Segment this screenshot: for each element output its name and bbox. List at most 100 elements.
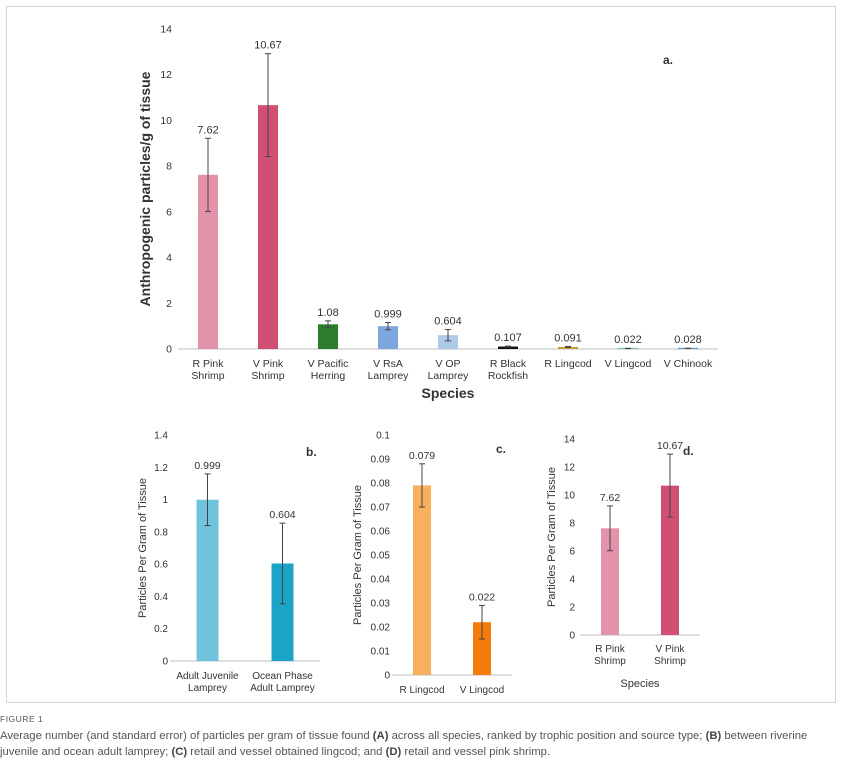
category-label: R Pink (595, 644, 625, 655)
figure-caption: FIGURE 1 Average number (and standard er… (0, 714, 838, 760)
y-tick-label: 0.1 (376, 431, 390, 442)
y-tick-label: 1 (162, 495, 168, 506)
caption-text-part: retail and vessel pink shrimp. (401, 746, 551, 758)
y-tick-label: 0.09 (371, 455, 391, 466)
category-label: V Pink (656, 644, 686, 655)
data-label: 0.999 (374, 309, 402, 321)
y-tick-label: 0.03 (371, 599, 391, 610)
category-label: V Lingcod (605, 358, 652, 370)
data-label: 10.67 (254, 40, 282, 52)
y-tick-label: 0.04 (371, 575, 391, 586)
panel-label: d. (683, 444, 694, 458)
panel-label: a. (663, 53, 673, 67)
caption-mark-a: (A) (372, 730, 389, 742)
y-tick-label: 0 (162, 657, 168, 668)
data-label: 10.67 (657, 440, 683, 452)
bar (196, 499, 219, 661)
x-axis-title: Species (620, 678, 660, 690)
category-label: V OP (435, 358, 460, 370)
y-axis-title: Particles Per Gram of Tissue (546, 467, 558, 607)
y-tick-label: 1.4 (154, 431, 168, 442)
data-label: 0.107 (494, 332, 522, 344)
y-tick-label: 0.05 (371, 551, 391, 562)
bar (601, 528, 619, 635)
data-label: 0.604 (269, 509, 295, 521)
y-tick-label: 0.4 (154, 592, 168, 603)
bar (198, 174, 218, 349)
caption-mark-c: (C) (171, 746, 188, 758)
bar (661, 485, 679, 635)
data-label: 0.604 (434, 315, 462, 327)
y-tick-label: 10 (564, 491, 576, 502)
data-label: 0.028 (674, 334, 702, 346)
chart-b-lamprey: 0 0.2 0.4 0.6 0.8 1 1.2 1.4 0.999 Adult JuvenileL… (137, 431, 320, 694)
category-label: Shrimp (251, 370, 284, 382)
caption-mark-b: (B) (705, 730, 722, 742)
y-tick-label: 12 (160, 69, 172, 81)
y-axis-title: Anthropogenic particles/g of tissue (137, 71, 153, 306)
caption-text-part: between riverine juvenile and ocean adul… (0, 730, 808, 758)
data-label: 7.62 (600, 492, 621, 504)
bar (318, 324, 338, 349)
bar (498, 346, 518, 349)
bar (438, 335, 458, 349)
caption-text-part: across all species, ranked by trophic po… (388, 730, 706, 742)
y-tick-label: 14 (564, 435, 576, 446)
y-tick-label: 0.2 (154, 624, 168, 635)
data-label: 0.022 (469, 591, 495, 603)
category-label: R Black (490, 358, 527, 370)
category-label: V Pacific (308, 358, 349, 370)
bar (378, 326, 398, 349)
x-axis-title: Species (422, 385, 475, 401)
category-label: R Lingcod (544, 358, 591, 370)
y-tick-label: 0.07 (371, 503, 391, 514)
data-label: 0.999 (194, 460, 220, 472)
caption-text: Average number (and standard error) of p… (0, 728, 838, 760)
y-tick-label: 4 (166, 252, 172, 264)
category-label: V Chinook (664, 358, 713, 370)
figure-frame (6, 6, 836, 703)
y-tick-label: 0.06 (371, 527, 391, 538)
category-label: R Pink (193, 358, 225, 370)
y-tick-label: 8 (569, 519, 575, 530)
caption-label: FIGURE 1 (0, 714, 44, 724)
panel-label: b. (306, 445, 317, 459)
y-tick-label: 0.6 (154, 560, 168, 571)
y-tick-label: 12 (564, 463, 576, 474)
data-label: 1.08 (317, 307, 338, 319)
data-label: 0.091 (554, 332, 582, 344)
data-label: 0.079 (409, 450, 435, 462)
y-tick-label: 0.8 (154, 527, 168, 538)
category-label: Ocean Phase (252, 671, 313, 682)
bar (271, 563, 294, 661)
y-axis-title: Particles Per Gram of Tissue (352, 485, 364, 625)
caption-text-part: retail and vessel obtained lingcod; and (187, 746, 386, 758)
y-tick-label: 8 (166, 161, 172, 173)
y-tick-label: 0.08 (371, 479, 391, 490)
category-label: R Lingcod (399, 685, 444, 696)
chart-c-lingcod: 0 0.01 0.02 0.03 0.04 0.05 0.06 0.07 0.08 0.09 0.1… (352, 431, 512, 696)
category-label: Adult Juvenile (176, 671, 239, 682)
data-label: 7.62 (197, 124, 218, 136)
category-label: Lamprey (428, 370, 470, 382)
caption-mark-d: (D) (385, 746, 402, 758)
category-label: Lamprey (188, 683, 227, 694)
y-tick-label: 0.01 (371, 647, 391, 658)
y-tick-label: 10 (160, 115, 172, 127)
category-label: Herring (311, 370, 346, 382)
category-label: Shrimp (594, 656, 626, 667)
data-label: 0.022 (614, 334, 642, 346)
category-label: V Pink (253, 358, 284, 370)
category-label: Shrimp (191, 370, 224, 382)
caption-text-part: Average number (and standard error) of p… (0, 730, 373, 742)
y-tick-label: 6 (569, 547, 575, 558)
category-label: V Lingcod (460, 685, 504, 696)
y-tick-label: 0 (166, 344, 172, 356)
y-tick-label: 4 (569, 575, 575, 586)
category-label: Lamprey (368, 370, 410, 382)
y-tick-label: 2 (166, 298, 172, 310)
y-tick-label: 0 (569, 631, 575, 642)
y-axis-title: Particles Per Gram of Tissue (137, 478, 149, 618)
